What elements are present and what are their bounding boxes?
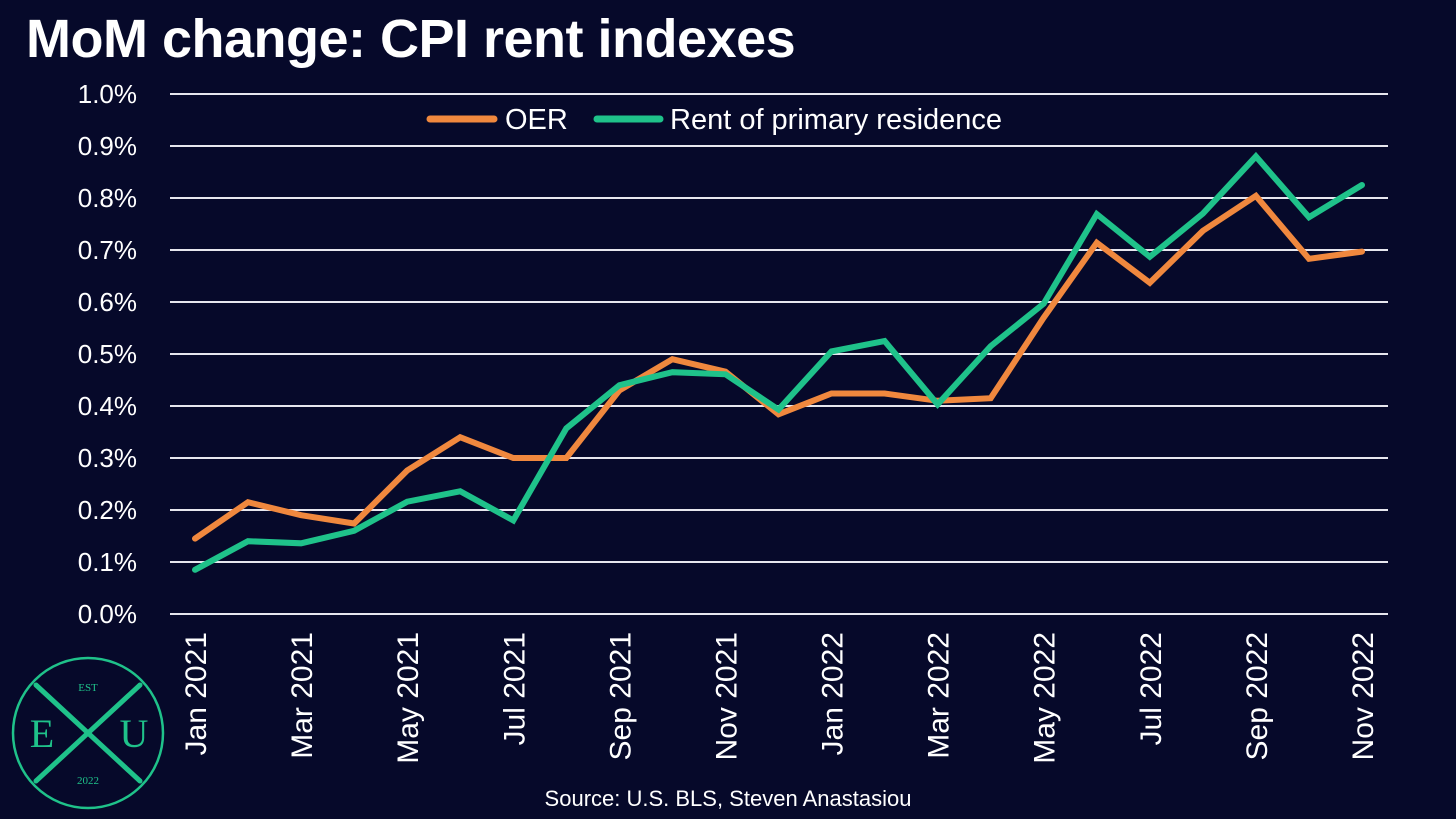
- y-tick-label: 0.9%: [78, 131, 137, 161]
- logo-ring: [11, 656, 165, 810]
- legend: OER Rent of primary residence: [426, 104, 1002, 136]
- exu-logo: E U EST 2022: [11, 656, 165, 810]
- gridlines: [170, 93, 1388, 615]
- x-tick-label: Sep 2021: [604, 632, 637, 760]
- logo-year-text: 2022: [77, 775, 99, 787]
- y-tick-label: 0.8%: [78, 183, 137, 213]
- logo-cross-stroke: [33, 682, 143, 784]
- legend-label: Rent of primary residence: [670, 104, 1002, 136]
- x-tick-label: Nov 2021: [710, 632, 743, 760]
- logo-letter-u: U: [120, 711, 149, 756]
- legend-label: OER: [505, 104, 568, 136]
- x-tick-label: Mar 2022: [923, 632, 956, 759]
- x-axis-tick-labels: Jan 2021 Mar 2021 May 2021 Jul 2021 Sep 2021…: [180, 632, 1380, 764]
- chart-title: MoM change: CPI rent indexes: [26, 9, 796, 69]
- x-tick-label: May 2022: [1029, 632, 1062, 764]
- y-tick-label: 0.0%: [78, 599, 137, 629]
- x-tick-label: Mar 2021: [286, 632, 319, 759]
- x-tick-label: Jul 2021: [498, 632, 531, 745]
- y-tick-label: 0.3%: [78, 443, 137, 473]
- y-tick-label: 0.1%: [78, 547, 137, 577]
- logo-est-text: EST: [78, 682, 98, 694]
- y-tick-label: 0.7%: [78, 235, 137, 265]
- x-tick-label: Jul 2022: [1135, 632, 1168, 745]
- y-tick-label: 0.4%: [78, 391, 137, 421]
- y-tick-label: 0.2%: [78, 495, 137, 525]
- x-tick-label: May 2021: [392, 632, 425, 764]
- x-tick-label: Jan 2021: [180, 632, 213, 755]
- x-tick-label: Sep 2022: [1241, 632, 1274, 760]
- y-axis-tick-labels: 0.0% 0.1% 0.2% 0.3% 0.4% 0.5% 0.6% 0.7% 0.8% 0.9%…: [78, 79, 137, 629]
- logo-letter-e: E: [30, 711, 54, 756]
- y-tick-label: 0.6%: [78, 287, 137, 317]
- x-tick-label: Nov 2022: [1347, 632, 1380, 760]
- series-lines: [192, 151, 1365, 573]
- series-line-oer: [192, 191, 1365, 542]
- y-tick-label: 0.5%: [78, 339, 137, 369]
- source-note: Source: U.S. BLS, Steven Anastasiou: [544, 786, 912, 811]
- y-tick-label: 1.0%: [78, 79, 137, 109]
- x-tick-label: Jan 2022: [817, 632, 850, 755]
- series-line-rent-of-primary-residence: [192, 151, 1365, 573]
